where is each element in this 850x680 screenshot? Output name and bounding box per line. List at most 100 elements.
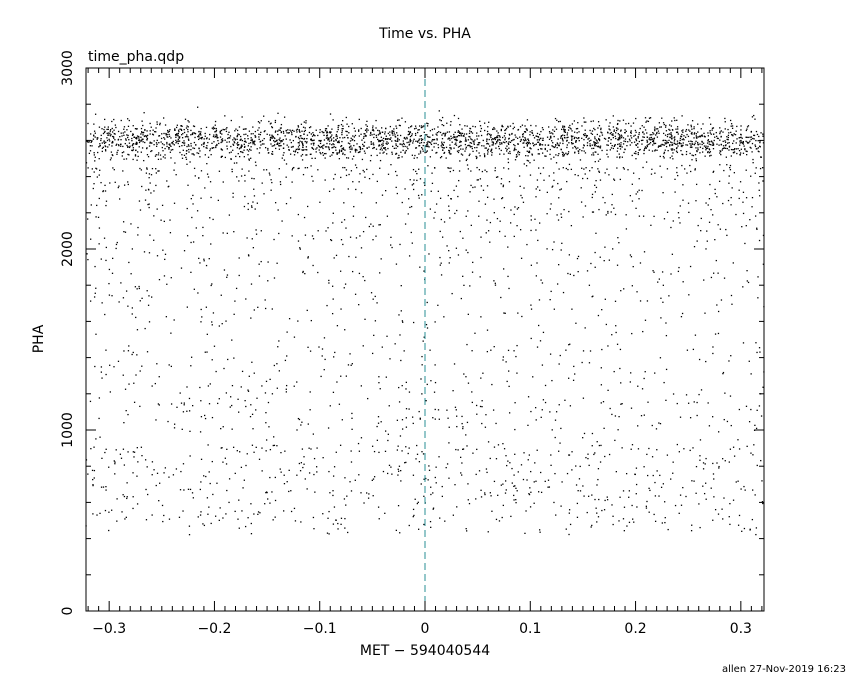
data-point [412, 422, 414, 425]
data-point [433, 142, 435, 145]
data-point [168, 364, 170, 366]
data-point [528, 150, 531, 153]
data-point [352, 135, 354, 137]
data-point [526, 150, 528, 152]
data-point [161, 504, 164, 507]
data-point [317, 144, 320, 147]
data-point [527, 151, 530, 153]
data-point [757, 150, 759, 152]
data-point [586, 177, 589, 180]
data-point [723, 147, 725, 149]
data-point [672, 393, 675, 395]
data-point [482, 139, 484, 142]
data-point [539, 172, 542, 175]
data-point [234, 138, 236, 140]
data-point [119, 453, 122, 455]
data-point [598, 146, 600, 148]
data-point [544, 147, 546, 150]
data-point [480, 377, 482, 379]
data-point [285, 176, 287, 178]
data-point [438, 418, 440, 420]
data-point [558, 153, 560, 155]
data-point [746, 136, 748, 139]
data-point [105, 259, 107, 262]
data-point [554, 436, 556, 439]
data-point [422, 453, 425, 455]
data-point [479, 405, 482, 408]
data-point [412, 321, 415, 324]
data-point [519, 185, 521, 188]
data-point [576, 127, 579, 130]
data-point [400, 143, 402, 145]
data-point [308, 472, 311, 474]
data-point [247, 390, 250, 392]
data-point [760, 156, 763, 158]
data-point [113, 460, 115, 462]
data-point [536, 139, 538, 141]
data-point [145, 488, 147, 491]
data-point [270, 179, 272, 181]
data-point [250, 133, 252, 135]
data-point [121, 511, 123, 513]
data-point [464, 140, 467, 142]
data-point [499, 220, 501, 222]
data-point [156, 143, 158, 145]
data-point [336, 153, 338, 155]
data-point [124, 142, 126, 145]
data-point [123, 422, 125, 424]
data-point [222, 140, 224, 142]
data-point [552, 185, 554, 187]
data-point [282, 139, 284, 141]
data-point [650, 173, 653, 175]
data-point [638, 132, 640, 134]
data-point [476, 448, 478, 451]
data-point [106, 137, 108, 139]
data-point [576, 516, 579, 518]
data-point [735, 148, 738, 150]
data-point [454, 143, 456, 146]
data-point [375, 136, 378, 138]
data-point [560, 148, 562, 151]
data-point [730, 294, 733, 297]
data-point [226, 145, 228, 147]
data-point [492, 409, 495, 411]
data-point [395, 529, 397, 532]
data-point [384, 138, 387, 141]
data-point [149, 122, 151, 125]
data-point [535, 196, 537, 198]
data-point [470, 138, 472, 140]
data-point [252, 428, 254, 430]
data-point [626, 145, 628, 147]
data-point [524, 137, 526, 139]
data-point [666, 135, 669, 138]
data-point [265, 450, 267, 452]
data-point [735, 130, 737, 132]
data-point [169, 219, 171, 221]
data-point [115, 247, 117, 250]
data-point [372, 298, 374, 300]
data-point [524, 125, 526, 127]
data-point [527, 396, 530, 398]
data-point [541, 409, 543, 411]
data-point [354, 130, 356, 132]
data-point [416, 453, 419, 455]
data-point [601, 132, 603, 134]
data-point [505, 489, 507, 491]
data-point [317, 230, 319, 232]
data-point [610, 131, 612, 134]
data-point [121, 135, 123, 137]
data-point [145, 172, 148, 174]
data-point [382, 140, 385, 142]
data-point [648, 117, 651, 119]
data-point [289, 153, 292, 155]
data-point [149, 234, 151, 236]
data-point [516, 372, 518, 374]
data-point [712, 462, 714, 465]
data-point [491, 383, 493, 386]
data-point [257, 121, 260, 123]
data-point [556, 143, 559, 145]
data-point [714, 508, 717, 511]
data-point [554, 126, 556, 128]
data-point [582, 133, 585, 136]
data-point [497, 132, 499, 134]
